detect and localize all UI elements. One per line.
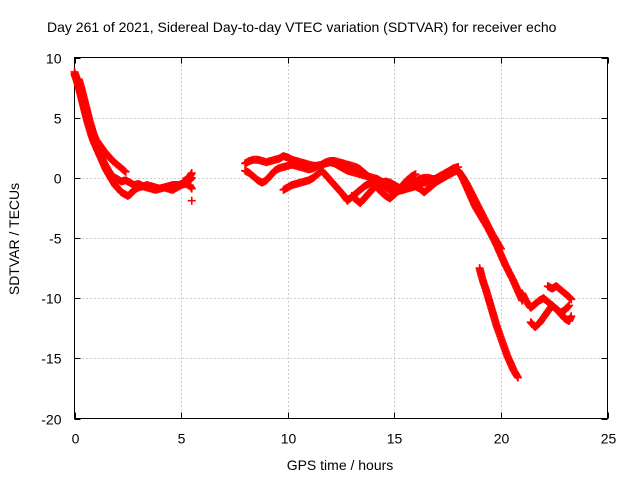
data-point <box>565 301 574 310</box>
y-tick-label: 10 <box>46 51 62 67</box>
series-track-e <box>187 196 196 205</box>
series-track-d <box>179 169 196 186</box>
y-axis-label: SDTVAR / TECUs <box>6 183 22 295</box>
data-point <box>187 196 196 205</box>
y-tick-label: -20 <box>41 412 61 428</box>
y-tick-label: -10 <box>41 291 61 307</box>
data-point <box>187 169 196 178</box>
plot-frame <box>74 57 608 419</box>
y-tick-label: 0 <box>54 171 62 187</box>
series-track-m <box>543 282 576 304</box>
x-tick-label: 25 <box>601 431 617 447</box>
x-axis-ticks: 0 5 10 15 20 25 <box>72 57 617 447</box>
y-tick-label: -15 <box>41 351 61 367</box>
x-axis-label: GPS time / hours <box>287 457 394 473</box>
grid <box>74 57 608 419</box>
series-track-j <box>475 264 522 382</box>
series-track-c <box>74 75 196 194</box>
data-point <box>187 184 196 193</box>
data-point <box>496 244 505 253</box>
x-tick-label: 0 <box>72 431 80 447</box>
x-tick-label: 5 <box>178 431 186 447</box>
y-axis-ticks: -20 -15 -10 -5 0 5 10 <box>41 51 608 428</box>
chart-title: Day 261 of 2021, Sidereal Day-to-day VTE… <box>47 19 557 35</box>
data-points <box>70 67 576 382</box>
y-tick-label: 5 <box>54 111 62 127</box>
x-tick-label: 15 <box>387 431 403 447</box>
x-tick-label: 10 <box>281 431 297 447</box>
data-point <box>567 295 576 304</box>
x-tick-label: 20 <box>494 431 510 447</box>
series-track-i <box>347 166 505 253</box>
data-point <box>121 167 130 176</box>
data-point <box>120 166 129 175</box>
y-tick-label: -5 <box>49 231 62 247</box>
data-point <box>411 170 420 179</box>
data-point <box>564 302 573 311</box>
series-track-l <box>526 301 576 332</box>
data-point <box>567 312 576 321</box>
data-point <box>513 373 522 382</box>
